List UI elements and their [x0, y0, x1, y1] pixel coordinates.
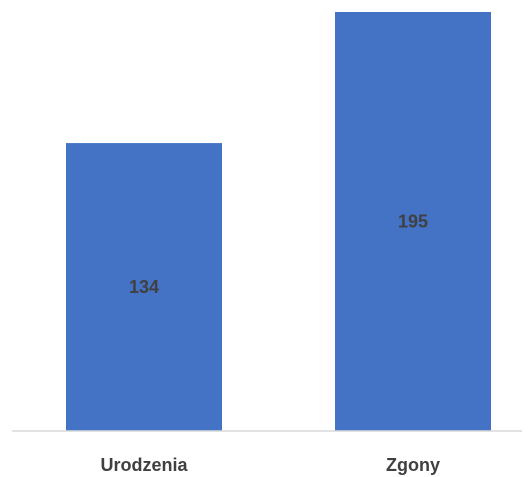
bar-zgony: [335, 12, 491, 431]
value-labels-group: 134 195: [129, 212, 428, 298]
category-label-urodzenia: Urodzenia: [100, 455, 188, 475]
category-labels-group: Urodzenia Zgony: [100, 455, 440, 475]
bar-urodzenia: [66, 143, 222, 432]
value-label-urodzenia: 134: [129, 277, 159, 297]
bars-group: [66, 12, 491, 432]
category-label-zgony: Zgony: [386, 455, 440, 475]
value-label-zgony: 195: [398, 212, 428, 232]
